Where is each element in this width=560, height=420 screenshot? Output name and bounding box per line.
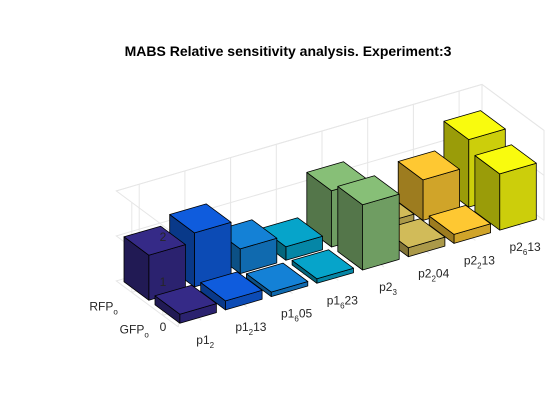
z-tick-label: 2 [160, 230, 167, 244]
x-tick-label: p1213 [235, 320, 266, 337]
bars-layer [123, 110, 537, 324]
z-tick-label: 0 [160, 320, 167, 334]
bar-1-7 [397, 150, 461, 221]
chart-title: MABS Relative sensitivity analysis. Expe… [125, 43, 452, 59]
bar-2-5 [337, 175, 400, 271]
x-tick-label: p2613 [510, 240, 541, 257]
bar-2-7 [428, 204, 492, 244]
x-tick-label: p1623 [327, 293, 358, 310]
bar-2-4 [291, 249, 354, 284]
x-tick-label: p12 [196, 333, 214, 350]
bar-2-2 [200, 271, 263, 311]
z-gridline-right [481, 83, 545, 131]
bar-2-1 [154, 284, 217, 324]
bar-1-1 [123, 225, 186, 301]
bar-2-3 [245, 262, 309, 298]
x-tick-label: p23 [379, 280, 397, 297]
y-tick-label: GFPo [120, 322, 150, 339]
y-tick-label: RFPo [89, 299, 118, 316]
z-tick-label: 1 [160, 275, 167, 289]
bar-2-8 [474, 144, 537, 231]
x-tick-label: p2204 [418, 267, 449, 284]
x-tick-label: p2213 [464, 253, 495, 270]
x-tick-label: p1605 [281, 307, 312, 324]
labels-layer: 0 1 2 p12 p1213 p1605 p1623 p23 p2204 p2213 p2613 R… [89, 230, 541, 350]
